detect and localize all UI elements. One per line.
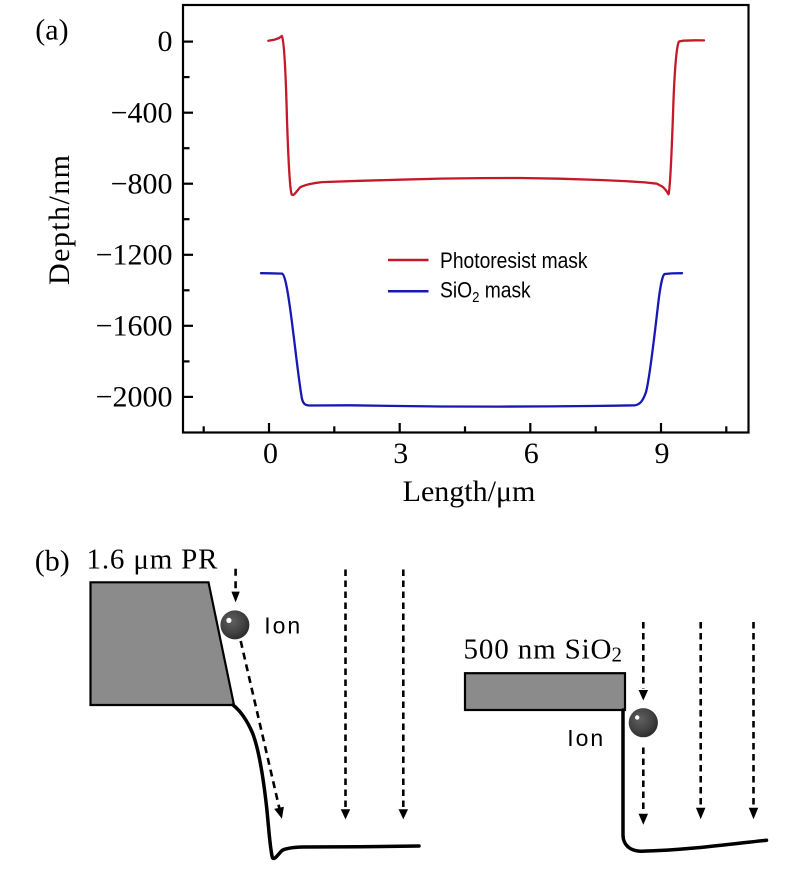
svg-text:0: 0: [263, 437, 278, 470]
svg-text:SiO2 mask: SiO2 mask: [440, 278, 531, 305]
svg-text:Ion: Ion: [264, 612, 302, 638]
svg-text:(a): (a): [35, 13, 68, 46]
svg-text:9: 9: [655, 437, 670, 470]
svg-text:−400: −400: [111, 96, 173, 129]
svg-text:3: 3: [393, 437, 408, 470]
svg-text:2: 2: [612, 643, 623, 667]
svg-text:0: 0: [158, 25, 173, 58]
svg-text:Depth/nm: Depth/nm: [43, 155, 76, 285]
svg-text:Ion: Ion: [567, 725, 605, 751]
svg-text:1.6 μm PR: 1.6 μm PR: [87, 544, 219, 576]
svg-text:Photoresist mask: Photoresist mask: [440, 249, 588, 273]
svg-text:Length/μm: Length/μm: [403, 475, 536, 508]
svg-text:−1600: −1600: [96, 309, 173, 342]
svg-text:−2000: −2000: [96, 381, 173, 414]
svg-text:−800: −800: [111, 167, 173, 200]
svg-text:6: 6: [524, 437, 539, 470]
svg-text:(b): (b): [35, 545, 70, 578]
svg-text:−1200: −1200: [96, 238, 173, 271]
svg-text:500 nm SiO: 500 nm SiO: [464, 633, 612, 665]
